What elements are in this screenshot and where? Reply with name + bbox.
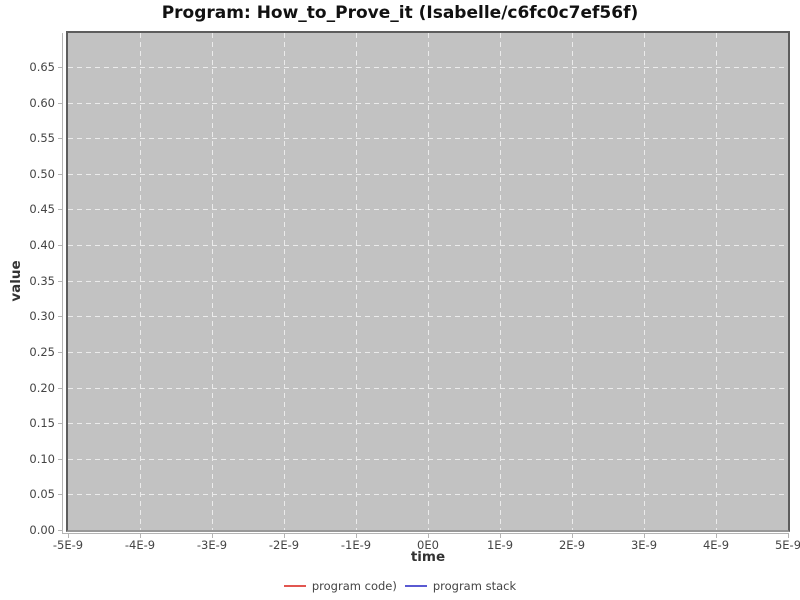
x-axis-tick-mark [788,534,789,538]
y-axis-tick-mark [58,103,62,104]
y-gridline [68,281,788,282]
x-tick-label: 5E-9 [774,538,800,552]
y-tick-label: 0.05 [29,487,55,501]
x-axis-tick-mark [140,534,141,538]
y-gridline [68,423,788,424]
y-axis-tick-mark [58,352,62,353]
x-tick-label: -1E-9 [340,538,372,552]
y-gridline [68,174,788,175]
legend-item: program code) [283,579,397,593]
x-axis-tick-mark [356,534,357,538]
y-axis-tick-mark [58,530,62,531]
y-axis-tick-mark [58,423,62,424]
y-tick-label: 0.30 [29,309,55,323]
x-tick-label: 0E0 [417,538,439,552]
legend: program code) program stack [0,579,800,593]
y-gridline [68,209,788,210]
y-gridline [68,352,788,353]
y-tick-label: 0.50 [29,167,55,181]
y-tick-label: 0.25 [29,345,55,359]
x-tick-label: -2E-9 [268,538,300,552]
y-axis-tick-mark [58,281,62,282]
y-tick-label: 0.65 [29,60,55,74]
y-tick-label: 0.40 [29,238,55,252]
x-tick-label: -4E-9 [124,538,156,552]
x-axis-tick-mark [68,534,69,538]
plot-area [66,31,790,532]
legend-line-swatch [404,585,427,587]
x-axis-line [62,533,789,534]
x-axis-tick-mark [500,534,501,538]
y-gridline [68,245,788,246]
x-tick-label: 3E-9 [630,538,658,552]
y-axis-tick-mark [58,138,62,139]
x-axis-tick-mark [716,534,717,538]
y-tick-label: 0.35 [29,274,55,288]
legend-label: program code) [311,579,397,593]
x-tick-label: 1E-9 [486,538,514,552]
y-axis-title: value [8,260,24,302]
y-axis-tick-mark [58,67,62,68]
y-axis-line [62,33,63,534]
legend-line-swatch [283,585,306,587]
x-axis-title: time [410,549,446,565]
y-gridline [68,316,788,317]
y-gridline [68,67,788,68]
y-axis-tick-mark [58,388,62,389]
x-axis-tick-mark [572,534,573,538]
y-tick-label: 0.60 [29,96,55,110]
x-axis-tick-mark [644,534,645,538]
x-tick-label: -5E-9 [52,538,84,552]
chart-title: Program: How_to_Prove_it (Isabelle/c6fc0… [161,3,639,23]
y-tick-label: 0.20 [29,381,55,395]
x-tick-label: -3E-9 [196,538,228,552]
x-tick-label: 4E-9 [702,538,730,552]
y-gridline [68,494,788,495]
x-axis-tick-mark [428,534,429,538]
y-tick-label: 0.15 [29,416,55,430]
y-gridline [68,103,788,104]
y-axis-tick-mark [58,316,62,317]
y-tick-label: 0.00 [29,523,55,537]
y-axis-tick-mark [58,245,62,246]
y-tick-label: 0.10 [29,452,55,466]
legend-label: program stack [432,579,517,593]
y-axis-tick-mark [58,494,62,495]
y-gridline [68,388,788,389]
y-axis-tick-mark [58,174,62,175]
x-tick-label: 2E-9 [558,538,586,552]
x-axis-tick-mark [284,534,285,538]
legend-item: program stack [404,579,517,593]
y-gridline [68,459,788,460]
y-axis-tick-mark [58,459,62,460]
y-axis-tick-mark [58,209,62,210]
y-gridline [68,138,788,139]
y-tick-label: 0.55 [29,131,55,145]
x-axis-tick-mark [212,534,213,538]
y-tick-label: 0.45 [29,202,55,216]
